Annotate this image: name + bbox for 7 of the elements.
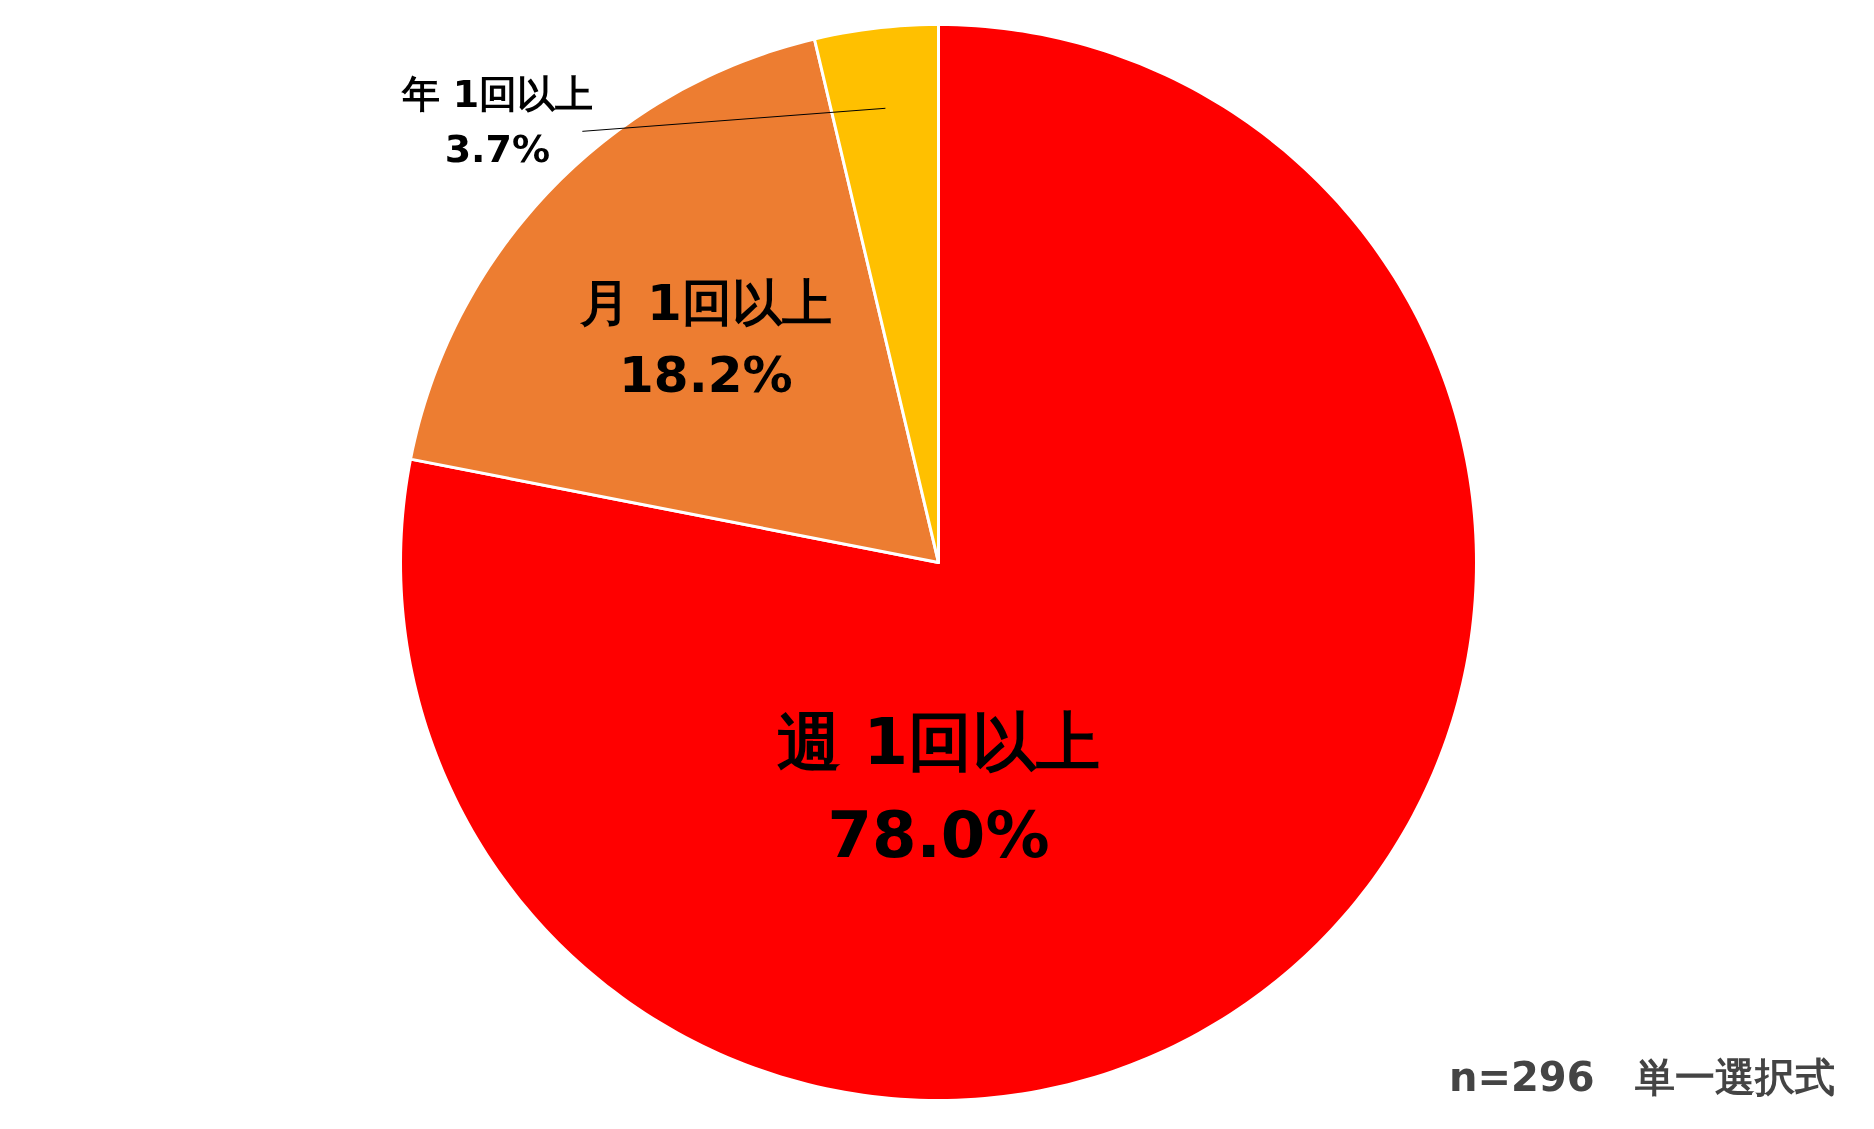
text: n=296 単一選択式: [1449, 1053, 1835, 1100]
slice-label: 週 1回以上: [777, 705, 1100, 780]
data-label: 3.7%: [444, 126, 551, 171]
slice-label: 月 1回以上: [578, 273, 832, 332]
data-label: 78.0%: [827, 797, 1050, 872]
data-label: 18.2%: [619, 346, 793, 405]
slice-label: 年 1回以上: [400, 71, 594, 116]
